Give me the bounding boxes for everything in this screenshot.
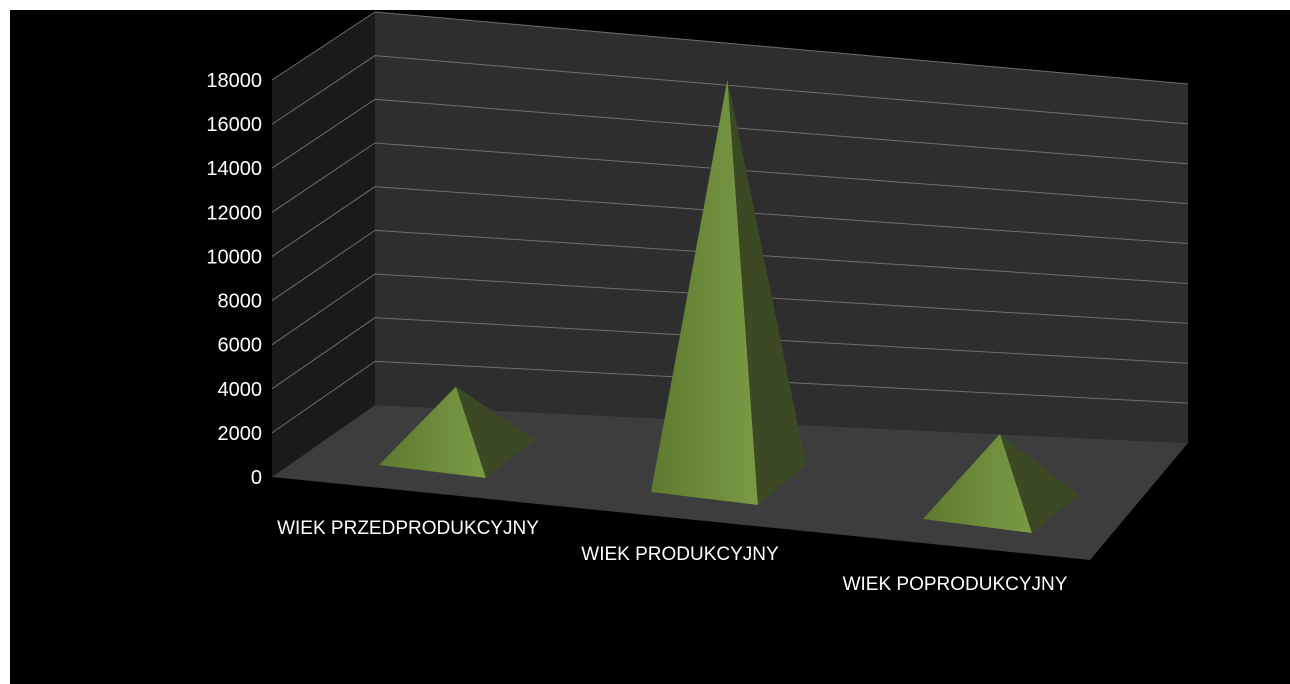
pyramid-bar (379, 386, 535, 478)
gridline (271, 98, 1189, 169)
y-tick-label: 2000 (218, 423, 263, 445)
back-wall (375, 12, 1188, 443)
y-tick-label: 14000 (206, 158, 262, 180)
category-label: WIEK POPRODUKCYJNY (843, 574, 1068, 595)
y-tick-label: 6000 (218, 335, 263, 357)
pyramid-chart: 0 2000 4000 6000 8000 10000 12000 14000 16000 180… (206, 11, 1189, 595)
gridline (271, 317, 1189, 390)
gridlines (271, 11, 1189, 434)
gridline (271, 186, 1189, 257)
pyramid-front-face (651, 79, 758, 506)
pyramid-side-face (1000, 434, 1079, 533)
pyramid-bars (379, 79, 1079, 533)
gridline (271, 229, 1189, 301)
side-wall (272, 12, 375, 477)
y-tick-label: 16000 (206, 114, 262, 136)
gridline (271, 360, 1189, 434)
pyramid-bar (923, 434, 1079, 533)
gridline (271, 273, 1189, 346)
pyramid-side-face (727, 79, 806, 506)
pyramid-front-face (923, 434, 1032, 533)
y-tick-label: 10000 (206, 246, 262, 268)
pyramid-bar (651, 79, 806, 506)
category-label: WIEK PRZEDPRODUKCYJNY (277, 518, 539, 539)
category-labels: WIEK PRZEDPRODUKCYJNY WIEK PRODUKCYJNY WIE… (277, 518, 1068, 595)
gridline (271, 142, 1189, 213)
pyramid-side-face (456, 386, 535, 478)
y-tick-label: 18000 (206, 70, 262, 92)
chart-frame: 0 2000 4000 6000 8000 10000 12000 14000 16000 180… (10, 10, 1290, 684)
y-tick-label: 0 (251, 467, 262, 489)
y-tick-label: 12000 (206, 202, 262, 224)
gridline (271, 55, 1189, 125)
pyramid-front-face (379, 386, 486, 478)
gridline (271, 11, 1189, 85)
y-tick-label: 8000 (218, 291, 263, 313)
category-label: WIEK PRODUKCYJNY (581, 544, 779, 565)
y-tick-label: 4000 (218, 379, 263, 401)
y-axis-ticks: 0 2000 4000 6000 8000 10000 12000 14000 16000 180… (206, 70, 262, 489)
